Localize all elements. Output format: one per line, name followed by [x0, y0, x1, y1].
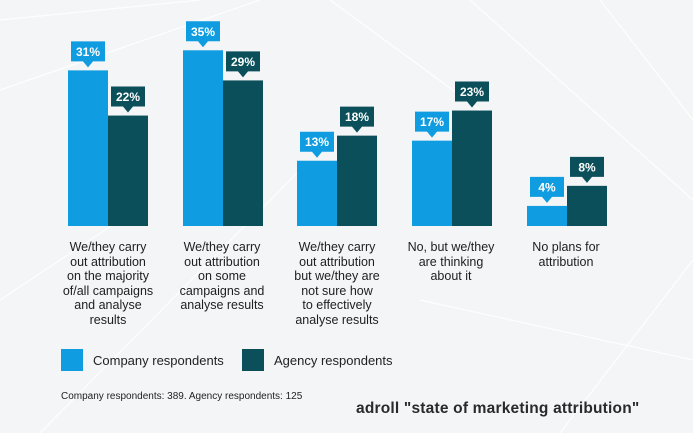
legend-label-agency: Agency respondents: [274, 352, 393, 368]
respondents-footnote: Company respondents: 389. Agency respond…: [61, 391, 303, 402]
bar-agency-1: [108, 115, 148, 226]
value-label-agency-2: 29%: [226, 51, 260, 78]
bar-agency-2: [223, 80, 263, 226]
bar-company-4: [412, 140, 452, 226]
legend-company: Company respondents: [61, 349, 224, 371]
legend-swatch-agency: [242, 349, 264, 371]
svg-text:31%: 31%: [76, 45, 100, 59]
svg-text:4%: 4%: [538, 180, 556, 194]
svg-text:8%: 8%: [578, 160, 596, 174]
value-label-agency-5: 8%: [570, 156, 604, 183]
bar-company-1: [68, 70, 108, 226]
legend-label-company: Company respondents: [93, 352, 224, 368]
bar-agency-3: [337, 135, 377, 226]
legend-agency: Agency respondents: [242, 349, 393, 371]
value-label-agency-4: 23%: [455, 81, 489, 108]
bar-agency-5: [567, 185, 607, 226]
value-label-company-5: 4%: [530, 176, 564, 203]
svg-text:23%: 23%: [460, 85, 484, 99]
category-label-2: We/they carry out attribution on some ca…: [179, 240, 265, 312]
value-label-company-1: 31%: [71, 41, 105, 68]
category-label-5: No plans for attribution: [532, 240, 600, 269]
value-label-agency-3: 18%: [340, 106, 374, 133]
svg-text:35%: 35%: [191, 25, 215, 39]
category-label-1: We/they carry out attribution on the maj…: [62, 240, 154, 327]
bar-company-3: [297, 160, 337, 226]
svg-text:29%: 29%: [231, 55, 255, 69]
category-label-4: No, but we/they are thinking about it: [407, 240, 495, 283]
bar-company-5: [527, 205, 567, 226]
legend-swatch-company: [61, 349, 83, 371]
source-credit: adroll "state of marketing attribution": [356, 400, 640, 417]
value-label-company-4: 17%: [415, 111, 449, 138]
svg-text:17%: 17%: [420, 115, 444, 129]
bar-agency-4: [452, 110, 492, 226]
bar-chart: 31% 35% 13% 17% 4% 22% 29% 18% 23% 8%: [68, 21, 607, 226]
value-label-company-2: 35%: [186, 21, 220, 48]
bar-company-2: [183, 50, 223, 226]
value-label-company-3: 13%: [300, 131, 334, 158]
svg-text:22%: 22%: [116, 90, 140, 104]
category-label-3: We/they carry out attribution but we/the…: [294, 240, 380, 327]
svg-text:13%: 13%: [305, 135, 329, 149]
svg-text:18%: 18%: [345, 110, 369, 124]
value-label-agency-1: 22%: [111, 86, 145, 113]
